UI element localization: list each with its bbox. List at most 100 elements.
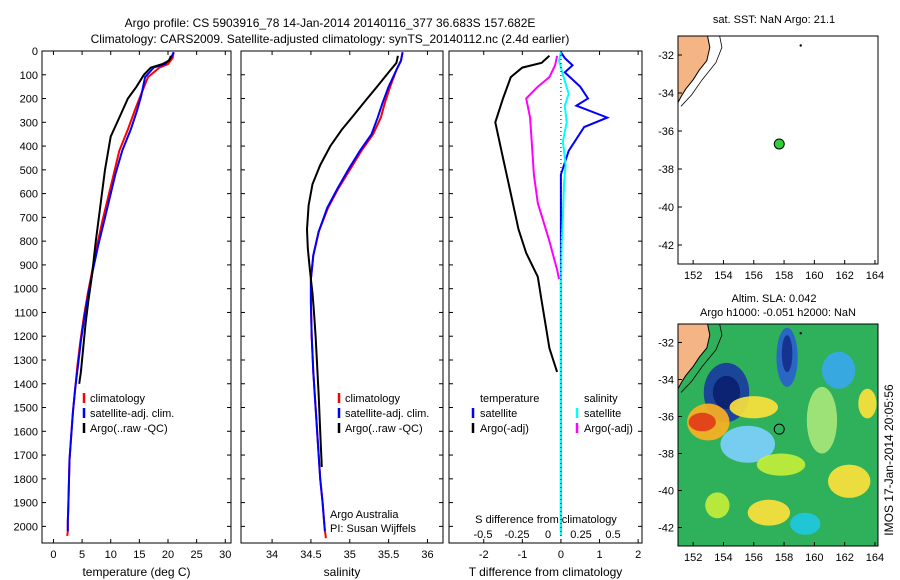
plot-frame-difference (448, 50, 643, 544)
y-tick-label: 2000 (14, 521, 38, 533)
y-tick-label: 1800 (14, 474, 38, 486)
series-line-salinity-argo--adj- (525, 55, 560, 280)
x-tick-label: 20 (162, 549, 174, 561)
sla-anomaly-blob (747, 499, 791, 526)
x-tick-label: 25 (191, 549, 203, 561)
y-tick-label: 1500 (14, 403, 38, 415)
legend-label: satellite (480, 408, 517, 420)
map-group-map-sla: 152 154 156 158 160 162 164 -32 -34 -36 -38 -40 -42 (658, 323, 884, 564)
x-tick-label: 1 (596, 549, 602, 561)
map-group-map-sst: 152 154 156 158 160 162 164 -32 -34 -36 -38 -40 -42 (658, 35, 884, 282)
y-tick-label: 1400 (14, 379, 38, 391)
x-tick-label: 158 (775, 270, 793, 282)
y-tick-label: 1200 (14, 331, 38, 343)
x-tick-label: 152 (684, 270, 702, 282)
x-tick-label: 2 (635, 549, 641, 561)
map-inner (678, 324, 878, 546)
sla-anomaly-blob (705, 492, 730, 519)
series-line-argo---raw--qc- (78, 55, 172, 384)
x-tick-label: 34 (266, 549, 278, 561)
sla-anomaly-blob (828, 464, 871, 498)
y-tick-label: 200 (20, 94, 38, 106)
secondary-x-tick-label: -0.25 (504, 529, 529, 541)
series-line-climatology (309, 52, 404, 539)
y-tick-label: 600 (20, 189, 38, 201)
x-tick-label: 156 (745, 270, 763, 282)
plot-frame-salinity (240, 50, 444, 544)
y-tick-label: 0 (32, 46, 38, 58)
legend-label: Argo(-adj) (584, 423, 633, 435)
series-line-temperature-satellite (559, 51, 611, 532)
y-tick-label: -32 (658, 50, 674, 62)
legend-label: Argo(..raw -QC) (90, 423, 168, 435)
y-tick-label: -38 (658, 449, 674, 461)
y-tick-label: -42 (658, 240, 674, 252)
argo-float-position-marker (773, 423, 785, 435)
x-tick-label: 152 (684, 552, 702, 564)
legend-label: salinity (584, 393, 618, 405)
sla-anomaly-blob (806, 386, 838, 454)
series-line-temperature-argo--adj- (494, 55, 559, 373)
secondary-x-tick-label: 0.25 (570, 529, 591, 541)
isobath-contour (680, 324, 723, 393)
x-tick-label: 164 (866, 270, 884, 282)
y-tick-label: 1600 (14, 426, 38, 438)
australia-coastline (678, 324, 711, 390)
y-tick-label: 100 (20, 70, 38, 82)
plot-frame-temperature (41, 50, 232, 544)
y-tick-label: 1700 (14, 450, 38, 462)
secondary-axis-label: S difference from climatology (475, 514, 617, 526)
legend-label: Argo(..raw -QC) (345, 423, 423, 435)
map-subtitle: Argo h1000: -0.051 h2000: NaN (700, 307, 856, 319)
x-tick-label: 10 (105, 549, 117, 561)
island-marker (799, 332, 802, 335)
x-tick-label: 0 (50, 549, 56, 561)
x-tick-label: 15 (133, 549, 145, 561)
x-tick-label: 35 (344, 549, 356, 561)
y-tick-label: -34 (658, 88, 674, 100)
y-tick-label: -36 (658, 412, 674, 424)
y-tick-label: 1100 (14, 307, 38, 319)
series-line-satellite-adj--clim- (309, 52, 404, 532)
series-line-climatology (66, 52, 175, 537)
legend-label: climatology (90, 393, 146, 405)
y-tick-label: 300 (20, 117, 38, 129)
series-line-satellite-adj--clim- (66, 51, 175, 532)
panel-annotation: Argo Australia (330, 509, 399, 521)
panel-annotation: PI: Susan Wijffels (330, 523, 416, 535)
x-tick-label: -2 (479, 549, 489, 561)
x-tick-label: -1 (517, 549, 527, 561)
legend-label: satellite-adj. clim. (90, 408, 174, 420)
sla-anomaly-blob (756, 453, 806, 476)
legend-label: satellite (584, 408, 621, 420)
y-tick-label: 400 (20, 141, 38, 153)
y-tick-label: -36 (658, 126, 674, 138)
y-tick-label: 700 (20, 212, 38, 224)
secondary-x-tick-label: 0.5 (605, 529, 620, 541)
sla-anomaly-blob (712, 375, 741, 410)
legend-label: climatology (345, 393, 401, 405)
y-tick-label: 800 (20, 236, 38, 248)
x-axis-label: T difference from climatology (469, 565, 623, 579)
sla-anomaly-blob (858, 388, 877, 419)
map-frame-map-sst (677, 35, 879, 265)
sla-anomaly-blob (790, 512, 821, 535)
y-tick-label: 1000 (14, 284, 38, 296)
side-timestamp-label: IMOS 17-Jan-2014 20:05:56 (882, 384, 896, 536)
y-tick-label: 1900 (14, 498, 38, 510)
map-title: sat. SST: NaN Argo: 21.1 (713, 14, 835, 26)
x-tick-label: 36 (421, 549, 433, 561)
sla-anomaly-blob (688, 412, 716, 432)
x-tick-label: 162 (835, 552, 853, 564)
x-tick-label: 158 (775, 552, 793, 564)
x-tick-label: 35.5 (378, 549, 399, 561)
map-inner (678, 36, 878, 264)
legend-label: temperature (480, 393, 539, 405)
x-tick-label: 162 (835, 270, 853, 282)
sla-anomaly-blob (729, 396, 778, 419)
y-tick-label: -40 (658, 202, 674, 214)
y-tick-label: -42 (658, 523, 674, 535)
sla-anomaly-blob (781, 335, 793, 373)
